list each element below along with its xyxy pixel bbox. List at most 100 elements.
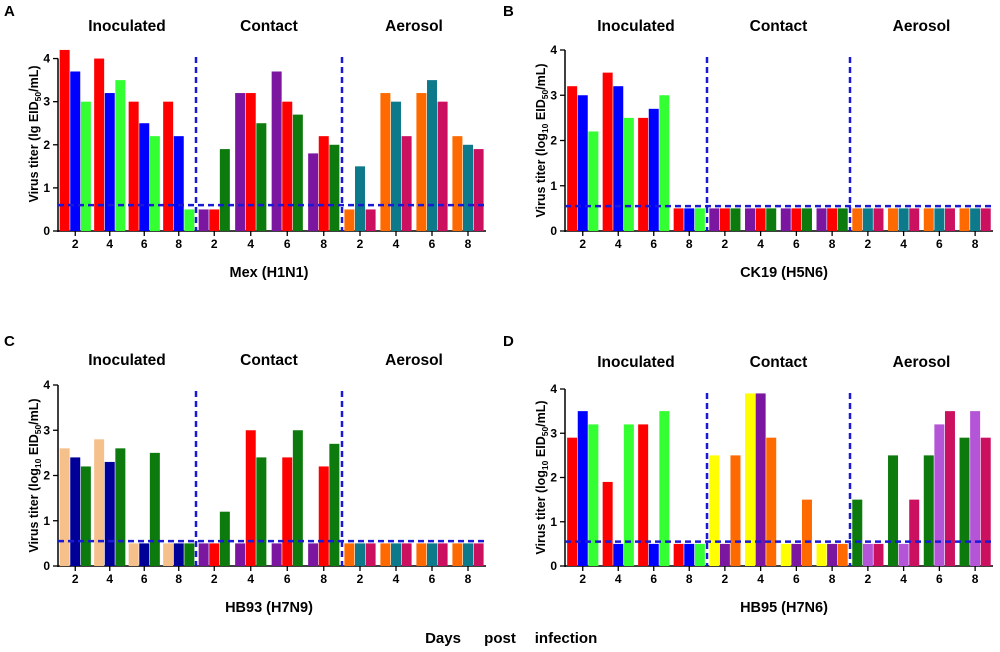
panel-d-xtick-label: 8	[686, 572, 693, 586]
panel-c-bar-inoculated-day4	[94, 439, 105, 566]
panel-b-bar-contact-day2	[719, 208, 730, 231]
panel-d-bar-contact-day6	[780, 543, 791, 566]
panel-a-xtick-label: 2	[211, 237, 218, 251]
panel-b-bar-contact-day6	[791, 208, 802, 231]
panel-b-xtick-label: 6	[793, 237, 800, 251]
panel-a-bar-inoculated-day2	[59, 49, 70, 231]
panel-a-bar-inoculated-day8	[173, 136, 184, 231]
panel-a-bar-inoculated-day8	[163, 101, 174, 232]
panel-c-bar-contact-day2	[198, 543, 209, 566]
panel-a-bar-inoculated-day6	[128, 101, 139, 232]
panel-a-bar-inoculated-day2	[80, 101, 91, 232]
panel-b-bar-contact-day8	[837, 208, 848, 231]
panel-d-letter: D	[503, 333, 514, 350]
panel-c-bar-aerosol-day6	[437, 543, 448, 566]
panel-a-ytick-label: 4	[43, 52, 50, 66]
panel-b-bar-aerosol-day4	[909, 208, 920, 231]
panel-d-bar-inoculated-day2	[567, 437, 578, 566]
panel-d-xtick-label: 4	[757, 572, 764, 586]
panel-a-xtick-label: 6	[429, 237, 436, 251]
panel-d-bar-aerosol-day8	[959, 437, 970, 566]
panel-a-bar-aerosol-day8	[463, 144, 473, 231]
panel-b-xtick-label: 8	[972, 237, 979, 251]
panel-a-bar-contact-day4	[235, 93, 246, 232]
panel-b-bar-aerosol-day4	[898, 208, 909, 231]
panel-d-ytick-label: 3	[550, 426, 557, 440]
panel-c-bar-inoculated-day6	[128, 543, 139, 566]
panel-c-bar-aerosol-day4	[380, 543, 391, 566]
panel-b-bar-contact-day4	[745, 208, 756, 231]
panel-d-bar-aerosol-day2	[852, 499, 863, 566]
panel-b-bar-inoculated-day2	[577, 95, 588, 231]
panel-c-bar-inoculated-day8	[184, 543, 195, 566]
panel-d-bar-aerosol-day6	[923, 455, 934, 566]
panel-d-bar-aerosol-day4	[898, 543, 909, 566]
panel-b-bar-aerosol-day8	[980, 208, 991, 231]
panel-c-bar-contact-day4	[245, 430, 256, 566]
panel-c-ylabel: Virus titer (log10 EID50/mL)	[27, 398, 43, 552]
panel-a-bar-contact-day6	[282, 101, 293, 232]
panel-b-bar-inoculated-day4	[613, 86, 624, 231]
figure-xlabel-post: post	[484, 630, 516, 647]
panel-c-bar-aerosol-day6	[416, 543, 427, 566]
panel-b-bar-inoculated-day6	[638, 117, 649, 231]
panel-b-bar-inoculated-day6	[659, 95, 670, 231]
panel-d-bar-contact-day4	[745, 393, 756, 566]
panel-d-bar-contact-day8	[827, 543, 838, 566]
panel-b-ytick-label: 1	[550, 179, 557, 193]
panel-d-xtick-label: 8	[829, 572, 836, 586]
panel-b-group-label-contact: Contact	[750, 18, 808, 35]
panel-b-xtick-label: 8	[829, 237, 836, 251]
panel-a-xtick-label: 8	[465, 237, 472, 251]
panel-a-bar-contact-day2	[209, 209, 220, 231]
panel-a-bar-aerosol-day8	[473, 149, 484, 231]
panel-d-xtick-label: 4	[900, 572, 907, 586]
panel-b-bar-inoculated-day4	[623, 117, 634, 231]
panel-a-xtick-label: 6	[141, 237, 148, 251]
panel-c-bar-inoculated-day2	[59, 448, 70, 566]
panel-c-xtick-label: 8	[175, 572, 182, 586]
panel-d-bar-aerosol-day2	[873, 543, 884, 566]
panel-d-xtick-label: 2	[579, 572, 586, 586]
panel-a-bar-aerosol-day2	[355, 166, 365, 231]
panel-b-bar-aerosol-day6	[944, 208, 955, 231]
panel-a-bar-aerosol-day6	[427, 80, 437, 231]
panel-a-bar-aerosol-day2	[365, 209, 376, 231]
panel-a-bar-inoculated-day8	[184, 209, 195, 231]
panel-a-bar-inoculated-day4	[104, 93, 115, 232]
panel-b-ytick-label: 3	[550, 88, 557, 102]
panel-c-xtick-label: 6	[141, 572, 148, 586]
panel-c-ytick-label: 3	[43, 423, 50, 437]
panel-c-bar-contact-day6	[282, 457, 293, 566]
panel-d-ylabel: Virus titer (log10 EID50/mL)	[534, 400, 550, 554]
panel-a-bar-aerosol-day4	[391, 101, 401, 232]
panel-b-subtitle: CK19 (H5N6)	[740, 265, 828, 281]
panel-a-xtick-label: 4	[106, 237, 113, 251]
panel-c-xtick-label: 8	[320, 572, 327, 586]
panel-c-bar-contact-day6	[271, 543, 282, 566]
panel-b-bar-contact-day8	[827, 208, 838, 231]
panel-b-bar-aerosol-day8	[970, 208, 981, 231]
panel-d-bar-inoculated-day4	[623, 424, 634, 566]
panel-a-bar-aerosol-day8	[452, 136, 463, 231]
panel-d-bar-inoculated-day6	[638, 424, 649, 566]
panel-a-xtick-label: 6	[284, 237, 291, 251]
panel-d-bar-aerosol-day6	[934, 424, 945, 566]
panel-b-ytick-label: 0	[550, 224, 557, 238]
panel-b-bar-contact-day4	[755, 208, 766, 231]
panel-b-xtick-label: 4	[757, 237, 764, 251]
panel-d-bar-inoculated-day6	[648, 543, 659, 566]
panel-d-xtick-label: 2	[722, 572, 729, 586]
panel-a-ytick-label: 1	[43, 181, 50, 195]
panel-a-bar-contact-day6	[292, 114, 303, 231]
panel-c-bar-contact-day8	[329, 443, 340, 566]
panel-d-bar-inoculated-day6	[659, 411, 670, 566]
panel-a-letter: A	[4, 3, 15, 20]
panel-c-letter: C	[4, 333, 15, 350]
figure-xlabel-days: Days	[425, 630, 461, 647]
panel-a-ytick-label: 2	[43, 138, 50, 152]
panel-b-bar-contact-day4	[766, 208, 777, 231]
